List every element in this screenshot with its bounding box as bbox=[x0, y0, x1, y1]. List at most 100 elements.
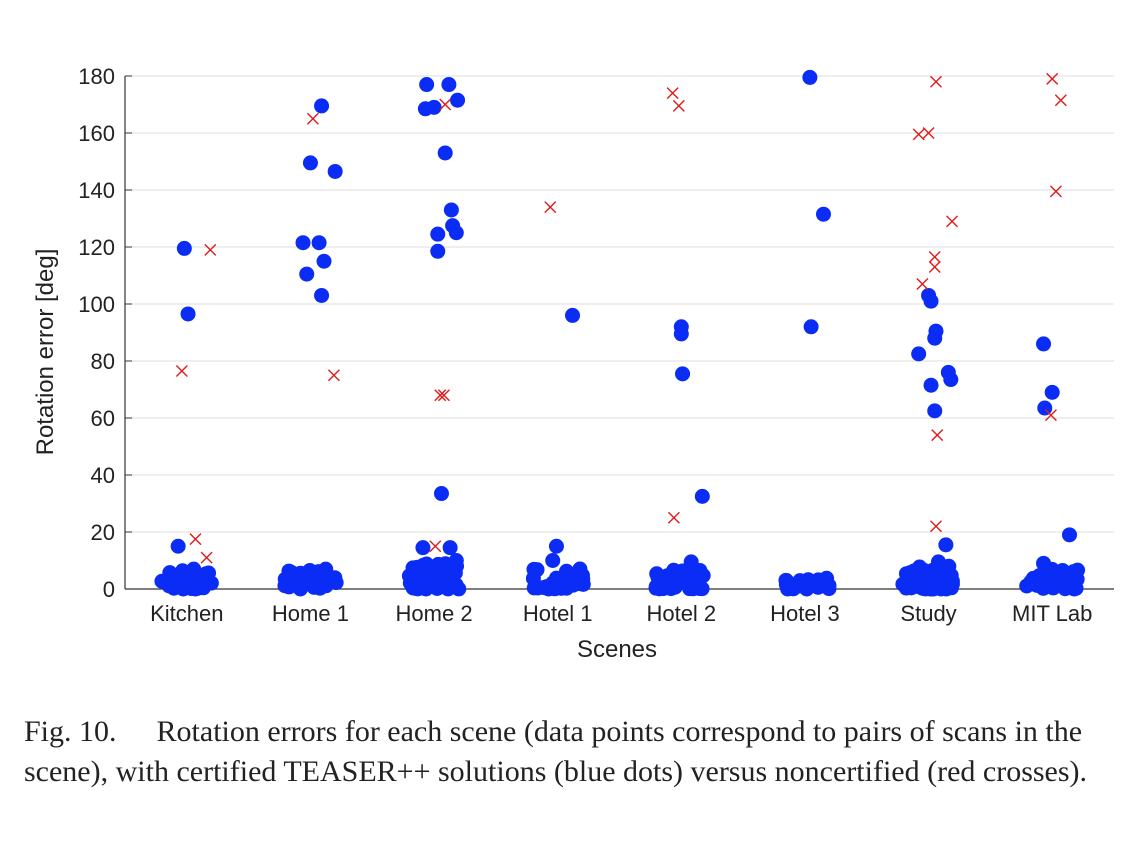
certified-dot bbox=[1041, 577, 1057, 593]
certified-dot bbox=[170, 538, 186, 554]
certified-dot bbox=[185, 570, 201, 586]
certified-dot bbox=[780, 581, 796, 597]
certified-dot bbox=[692, 562, 708, 578]
certified-dot bbox=[442, 540, 458, 556]
certified-dot bbox=[180, 306, 196, 322]
certified-dot bbox=[911, 346, 927, 362]
certified-dot bbox=[1036, 555, 1052, 571]
x-tick-label: Hotel 3 bbox=[770, 601, 840, 626]
certified-dot bbox=[545, 553, 561, 568]
certified-dot bbox=[943, 567, 959, 583]
certified-dot bbox=[419, 77, 435, 93]
cross-stroke bbox=[667, 511, 680, 524]
noncertified-cross bbox=[429, 540, 442, 553]
certified-dot bbox=[448, 225, 464, 241]
x-tick-label: Study bbox=[900, 601, 956, 626]
figure-number: Fig. 10. bbox=[24, 715, 117, 748]
certified-dot bbox=[530, 580, 546, 596]
cross-stroke bbox=[544, 201, 557, 214]
noncertified-cross bbox=[1046, 72, 1059, 85]
certified-dot bbox=[803, 319, 819, 335]
cross-stroke bbox=[916, 278, 929, 291]
noncertified-cross bbox=[175, 364, 188, 377]
certified-dot bbox=[689, 580, 705, 596]
noncertified-cross bbox=[204, 243, 217, 256]
cross-stroke bbox=[1044, 409, 1057, 422]
noncertified-cross bbox=[306, 112, 319, 125]
certified-dot bbox=[301, 575, 317, 591]
noncertified-cross bbox=[928, 250, 941, 263]
certified-dot bbox=[440, 579, 456, 595]
x-tick-label: Home 1 bbox=[272, 601, 349, 626]
cross-stroke bbox=[437, 389, 450, 402]
cross-stroke bbox=[672, 99, 685, 112]
certified-dot bbox=[437, 145, 453, 161]
x-tick-labels: Kitchen Home 1 Home 2 Hotel 1 Hotel 2 Hotel 3… bbox=[150, 601, 1092, 626]
certified-dot bbox=[433, 486, 449, 502]
noncertified-cross bbox=[667, 511, 680, 524]
x-tick-label: Hotel 1 bbox=[523, 601, 593, 626]
certified-dot bbox=[923, 293, 939, 309]
certified-dot bbox=[930, 554, 946, 570]
certified-dot bbox=[651, 579, 667, 595]
certified-dot bbox=[673, 326, 689, 342]
certified-dot bbox=[802, 69, 818, 85]
x-tick-label: Kitchen bbox=[150, 601, 223, 626]
certified-dot bbox=[430, 226, 446, 242]
certified-dot bbox=[413, 564, 429, 580]
certified-dot bbox=[302, 155, 318, 171]
noncertified-cross bbox=[666, 87, 679, 100]
certified-dot bbox=[558, 575, 574, 591]
certified-dot bbox=[327, 163, 343, 179]
noncertified-cross bbox=[1054, 94, 1067, 107]
certified-dot bbox=[314, 98, 330, 114]
certified-dot bbox=[415, 540, 431, 556]
y-tick-label: 120 bbox=[78, 235, 115, 260]
noncertified-cross bbox=[912, 128, 925, 141]
cross-stroke bbox=[175, 364, 188, 377]
y-tick-label: 160 bbox=[78, 121, 115, 146]
y-tick-label: 180 bbox=[78, 64, 115, 89]
cross-stroke bbox=[200, 551, 213, 564]
cross-stroke bbox=[327, 369, 340, 382]
certified-dot bbox=[154, 573, 170, 589]
certified-dot bbox=[410, 581, 426, 597]
y-tick-label: 80 bbox=[91, 349, 115, 374]
certified-dot bbox=[821, 581, 837, 597]
noncertified-cross bbox=[672, 99, 685, 112]
cross-stroke bbox=[666, 87, 679, 100]
cross-stroke bbox=[922, 127, 935, 139]
noncertified-cross bbox=[916, 278, 929, 291]
cross-stroke bbox=[931, 429, 944, 442]
y-tick-label: 100 bbox=[78, 292, 115, 317]
caption-text: Rotation errors for each scene (data poi… bbox=[24, 715, 1088, 788]
x-tick-label: Hotel 2 bbox=[646, 601, 716, 626]
certified-dot bbox=[443, 202, 459, 218]
x-axis-label: Scenes bbox=[577, 636, 657, 663]
y-tick-label: 40 bbox=[91, 463, 115, 488]
certified-dot bbox=[1044, 384, 1060, 400]
cross-stroke bbox=[912, 128, 925, 141]
certified-dot bbox=[572, 561, 588, 577]
certified-dot bbox=[548, 538, 564, 554]
certified-dot bbox=[314, 287, 330, 303]
certified-dot bbox=[1061, 527, 1077, 543]
x-tick-label: MIT Lab bbox=[1012, 601, 1092, 626]
certified-dot bbox=[909, 578, 925, 594]
noncertified-cross bbox=[189, 533, 202, 546]
certified-dot bbox=[176, 240, 192, 256]
y-tick-label: 60 bbox=[91, 406, 115, 431]
certified-dot bbox=[694, 488, 710, 504]
noncertified-cross bbox=[327, 369, 340, 382]
cross-stroke bbox=[928, 250, 941, 263]
cross-stroke bbox=[929, 75, 942, 88]
cross-stroke bbox=[429, 540, 442, 553]
y-tick-labels: 0 20 40 60 80 100 120 140 160 180 bbox=[78, 64, 115, 602]
cross-stroke bbox=[189, 533, 202, 546]
noncertified-cross bbox=[931, 429, 944, 442]
y-tick-label: 20 bbox=[91, 520, 115, 545]
cross-stroke bbox=[946, 215, 959, 228]
noncertified-cross bbox=[1049, 185, 1062, 198]
noncertified-cross bbox=[439, 98, 452, 111]
noncertified-cross bbox=[434, 389, 447, 402]
